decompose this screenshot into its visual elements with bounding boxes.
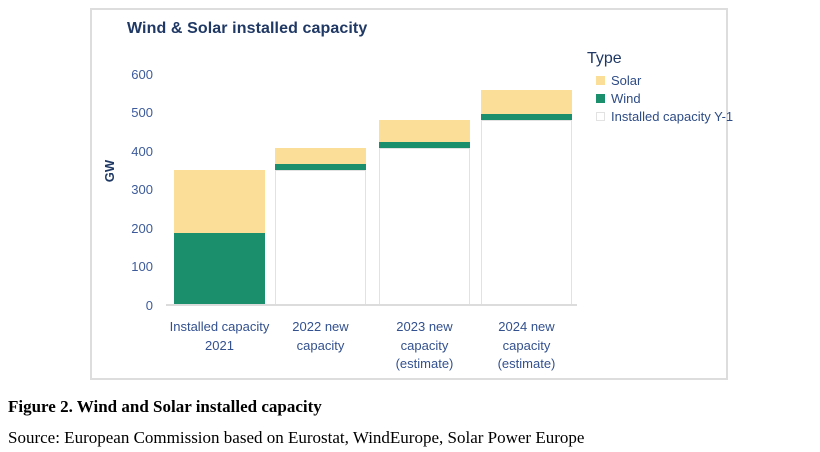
bar-segment-solar [174,169,265,234]
y-tick-600: 600 [131,66,153,82]
y-tick-500: 500 [131,105,153,120]
x-label-2023-new: 2023 new capacity (estimate) [395,319,454,371]
legend-label-wind: Wind [611,91,641,106]
y-tick-100: 100 [131,259,153,274]
bar-2023-new [379,120,470,306]
legend-label-installed-capacity-y-1: Installed capacity Y-1 [611,109,734,124]
legend-label-solar: Solar [611,73,642,88]
bar-2024-new [481,89,572,306]
bar-segment-solar [275,148,366,164]
bar-segment-wind [275,163,366,170]
bar-segment-installed-capacity-y-1 [275,169,366,306]
x-label-2024-new: 2024 new capacity (estimate) [497,319,556,371]
bar-segment-installed-capacity-y-1 [481,120,572,306]
x-label-2022-new: 2022 new capacity [292,319,349,353]
legend: Type Solar Wind Installed capacity Y-1 [587,50,733,128]
chart-title: Wind & Solar installed capacity [127,20,368,37]
legend-swatch-wind-icon [596,94,605,103]
y-tick-200: 200 [131,220,153,236]
y-tick-300: 300 [131,182,153,197]
legend-item-installed-capacity-y-1: Installed capacity Y-1 [587,109,734,124]
legend-swatch-installed-capacity-y-1-icon [596,112,605,121]
bar-segment-wind [481,114,572,121]
source-line: Source: European Commission based on Eur… [8,428,585,447]
legend-item-solar: Solar [587,73,733,88]
figure-caption: Figure 2. Wind and Solar installed capac… [8,397,322,416]
bar-segment-wind [379,142,470,149]
bar-segment-solar [481,89,572,115]
x-axis-line [166,303,577,306]
chart-panel: Wind & Solar installed capacity GW 0 100 2… [90,8,733,380]
legend-title: Type [587,50,622,67]
bar-segment-wind [174,233,265,306]
y-tick-0: 0 [145,297,153,313]
x-label-installed-capacity: Installed capacity 2021 [169,319,270,353]
legend-item-wind: Wind [587,91,733,106]
bar-installed-capacity [174,169,265,306]
bar-2022-new [275,148,366,306]
bar-segment-solar [379,120,470,143]
bar-segment-installed-capacity-y-1 [379,148,470,306]
y-tick-400: 400 [131,143,153,159]
legend-swatch-solar-icon [596,76,605,85]
legend-items: Solar Wind Installed capacity Y-1 [587,73,734,124]
